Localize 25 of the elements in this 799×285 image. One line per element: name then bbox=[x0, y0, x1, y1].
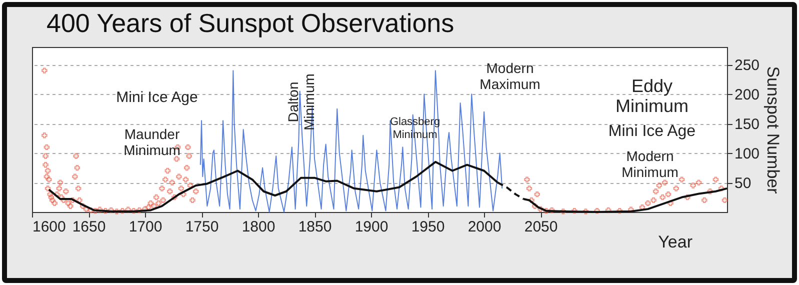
y-axis-title: Sunspot Number bbox=[764, 66, 783, 194]
x-tick-label: 2000 bbox=[468, 218, 502, 236]
x-tick-label: 1850 bbox=[298, 218, 332, 236]
x-tick-label: 1750 bbox=[185, 218, 219, 236]
x-tick-label: 1600 bbox=[32, 218, 66, 236]
chart-title: 400 Years of Sunspot Observations bbox=[46, 8, 454, 38]
y-tick-label: 250 bbox=[734, 57, 760, 74]
y-tick-label: 200 bbox=[734, 86, 760, 104]
x-tick-label: 1800 bbox=[242, 218, 276, 236]
y-tick-label: 100 bbox=[734, 146, 760, 163]
annotation: Dalton Minimum bbox=[285, 74, 317, 130]
annotation: Modern Maximum bbox=[480, 60, 540, 92]
annotation: Eddy Minimum bbox=[615, 76, 689, 116]
x-tick-label: 1950 bbox=[411, 218, 445, 236]
x-tick-label: 1700 bbox=[128, 218, 162, 236]
annotation: Maunder Minimum bbox=[124, 126, 180, 158]
y-tick-label: 50 bbox=[734, 175, 752, 192]
annotation: Mini Ice Age bbox=[116, 89, 198, 106]
x-tick-label: 1650 bbox=[72, 218, 106, 236]
y-tick-label: 150 bbox=[734, 116, 760, 134]
annotation: Mini Ice Age bbox=[608, 123, 696, 140]
annotation: Modern Minimum bbox=[622, 148, 678, 180]
x-tick-label: 1900 bbox=[354, 218, 388, 236]
x-axis-title: Year bbox=[658, 232, 693, 252]
x-tick-label: 2050 bbox=[524, 218, 558, 236]
